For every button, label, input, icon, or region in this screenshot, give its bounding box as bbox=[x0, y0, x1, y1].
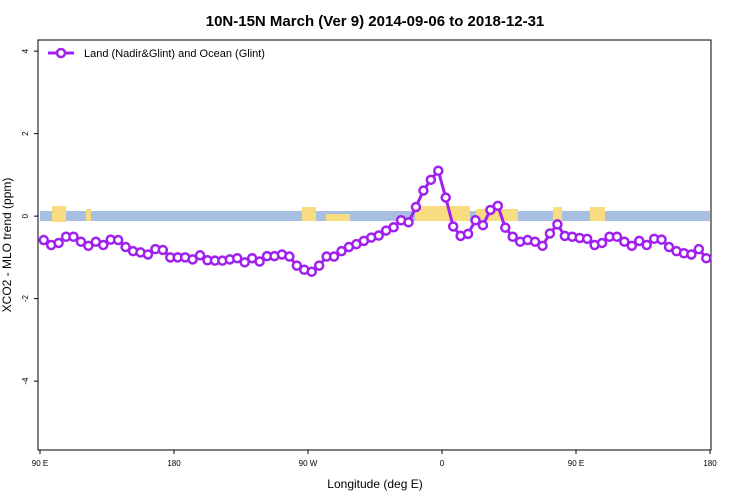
y-tick-label: -2 bbox=[21, 295, 30, 303]
legend-marker bbox=[55, 47, 67, 59]
data-point bbox=[611, 231, 623, 243]
land-patch bbox=[86, 209, 91, 221]
data-point bbox=[462, 228, 474, 240]
y-tick-label: 0 bbox=[21, 213, 30, 218]
data-point bbox=[373, 230, 384, 241]
land-patch bbox=[52, 206, 66, 222]
chart-title: 10N-15N March (Ver 9) 2014-09-06 to 2018… bbox=[206, 13, 545, 30]
data-point bbox=[529, 236, 541, 247]
data-point bbox=[254, 256, 265, 267]
x-tick-label: 90 W bbox=[299, 459, 318, 468]
data-point bbox=[596, 237, 608, 249]
data-point bbox=[686, 249, 697, 260]
data-point bbox=[440, 192, 451, 203]
data-point bbox=[507, 231, 518, 243]
data-point bbox=[157, 244, 169, 256]
y-tick-label: -4 bbox=[21, 377, 30, 385]
data-point bbox=[328, 251, 340, 262]
x-axis-label: Longitude (deg E) bbox=[327, 477, 422, 491]
land-patch bbox=[302, 207, 316, 221]
data-point bbox=[634, 235, 645, 247]
data-point bbox=[641, 239, 652, 251]
data-point bbox=[425, 174, 437, 186]
data-point bbox=[552, 219, 563, 230]
data-point bbox=[120, 241, 131, 253]
land-patch bbox=[415, 206, 470, 221]
data-point bbox=[75, 236, 87, 247]
data-point bbox=[418, 185, 429, 196]
data-point bbox=[284, 251, 295, 262]
y-tick-label: 2 bbox=[21, 131, 30, 136]
data-point bbox=[194, 250, 206, 261]
x-tick-label: 180 bbox=[703, 459, 717, 468]
data-point bbox=[410, 201, 422, 213]
data-point bbox=[38, 234, 49, 246]
data-point bbox=[701, 252, 712, 264]
data-point bbox=[313, 260, 325, 271]
data-point bbox=[388, 222, 399, 233]
land-patch bbox=[590, 207, 605, 221]
y-axis-label: XCO2 - MLO trend (ppm) bbox=[0, 178, 14, 313]
data-point bbox=[291, 260, 303, 271]
data-point bbox=[187, 254, 198, 265]
data-point bbox=[492, 200, 504, 212]
y-tick-label: 4 bbox=[21, 48, 30, 53]
data-point bbox=[83, 240, 94, 252]
data-point bbox=[663, 241, 675, 253]
legend-label: Land (Nadir&Glint) and Ocean (Glint) bbox=[84, 48, 265, 60]
data-point bbox=[485, 204, 496, 216]
data-point bbox=[500, 222, 511, 233]
data-point bbox=[470, 215, 481, 226]
data-point bbox=[142, 249, 154, 260]
data-point bbox=[656, 234, 667, 245]
data-point bbox=[619, 236, 630, 247]
data-point bbox=[544, 228, 556, 239]
data-point bbox=[447, 221, 459, 232]
data-point bbox=[403, 217, 414, 228]
data-point bbox=[693, 243, 705, 255]
x-tick-label: 0 bbox=[440, 459, 445, 468]
ocean-band bbox=[40, 211, 710, 221]
data-point bbox=[306, 266, 317, 278]
land-ocean-strip bbox=[40, 206, 710, 222]
data-point bbox=[68, 231, 79, 243]
x-tick-label: 180 bbox=[167, 459, 181, 468]
x-tick-label: 90 E bbox=[32, 459, 48, 468]
data-point bbox=[112, 234, 124, 246]
plot-frame bbox=[37, 39, 712, 451]
data-point bbox=[433, 165, 444, 177]
data-point bbox=[537, 240, 548, 252]
data-point bbox=[53, 237, 64, 249]
data-point bbox=[477, 219, 489, 231]
data-point bbox=[581, 233, 593, 245]
data-point bbox=[626, 240, 638, 252]
x-tick-label: 90 E bbox=[568, 459, 584, 468]
land-patch bbox=[326, 214, 350, 221]
data-point bbox=[232, 252, 243, 264]
data-point bbox=[239, 257, 250, 268]
data-point bbox=[336, 245, 347, 257]
data-point bbox=[98, 239, 109, 251]
land-patch bbox=[553, 207, 562, 221]
